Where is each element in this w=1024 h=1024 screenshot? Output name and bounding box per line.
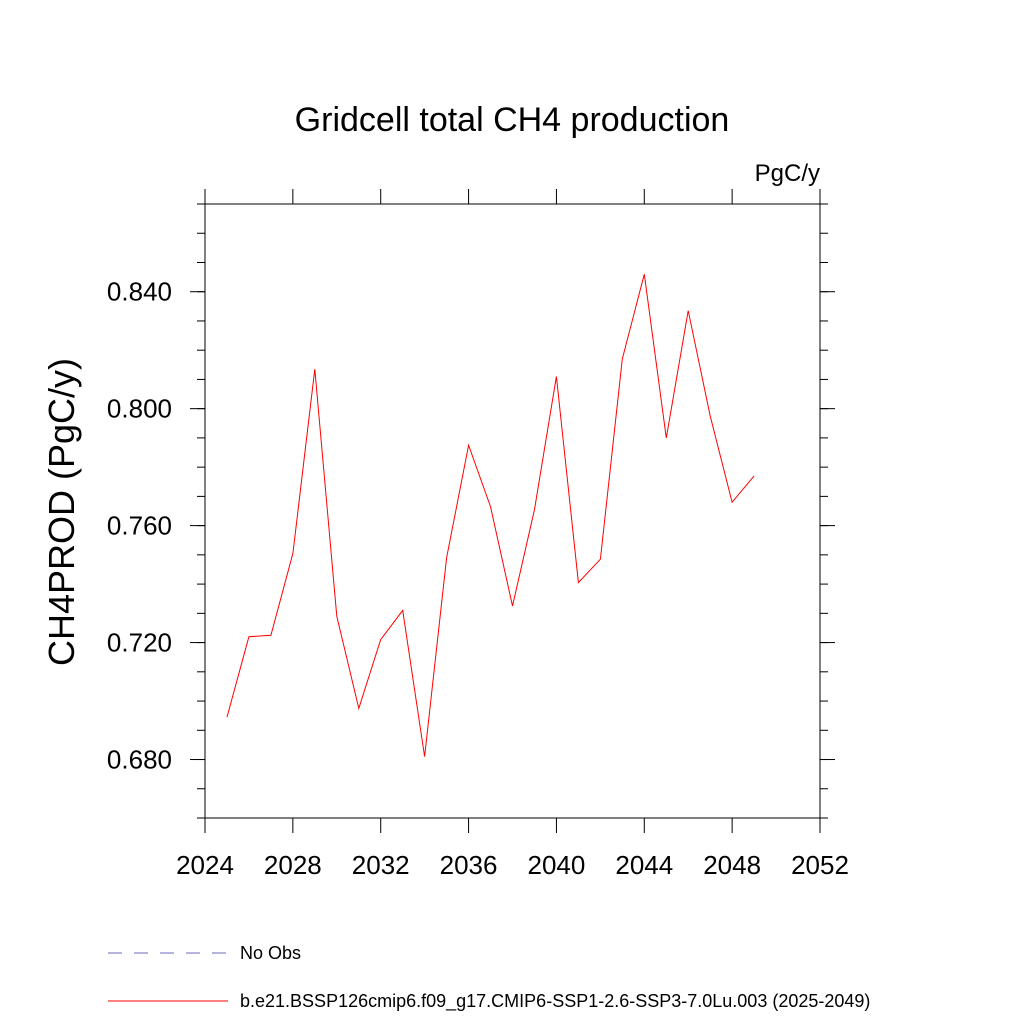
x-tick-label: 2052	[791, 850, 849, 880]
x-tick-label: 2044	[615, 850, 673, 880]
legend-label-model: b.e21.BSSP126cmip6.f09_g17.CMIP6-SSP1-2.…	[240, 991, 870, 1012]
legend: No Obs b.e21.BSSP126cmip6.f09_g17.CMIP6-…	[108, 943, 870, 1012]
y-tick-label: 0.680	[107, 745, 172, 775]
y-axis: 0.680 0.720 0.760 0.800 0.840	[107, 203, 835, 819]
y-axis-label: CH4PROD (PgC/y)	[41, 358, 82, 666]
units-label: PgC/y	[755, 160, 820, 187]
chart-title: Gridcell total CH4 production	[295, 101, 730, 139]
x-tick-label: 2024	[176, 850, 234, 880]
x-tick-label: 2028	[264, 850, 322, 880]
legend-label-no-obs: No Obs	[240, 943, 301, 963]
x-tick-label: 2040	[528, 850, 586, 880]
x-tick-label: 2036	[440, 850, 498, 880]
x-axis: 2024 2028 2032 2036 2040 2044 2048 2052	[176, 189, 849, 880]
series-line	[226, 274, 755, 757]
plot-frame	[204, 203, 821, 819]
x-tick-label: 2048	[703, 850, 761, 880]
y-tick-label: 0.840	[107, 277, 172, 307]
y-tick-label: 0.800	[107, 394, 172, 424]
x-tick-label: 2032	[352, 850, 410, 880]
y-tick-label: 0.760	[107, 511, 172, 541]
y-tick-label: 0.720	[107, 628, 172, 658]
data-points	[225, 273, 755, 758]
